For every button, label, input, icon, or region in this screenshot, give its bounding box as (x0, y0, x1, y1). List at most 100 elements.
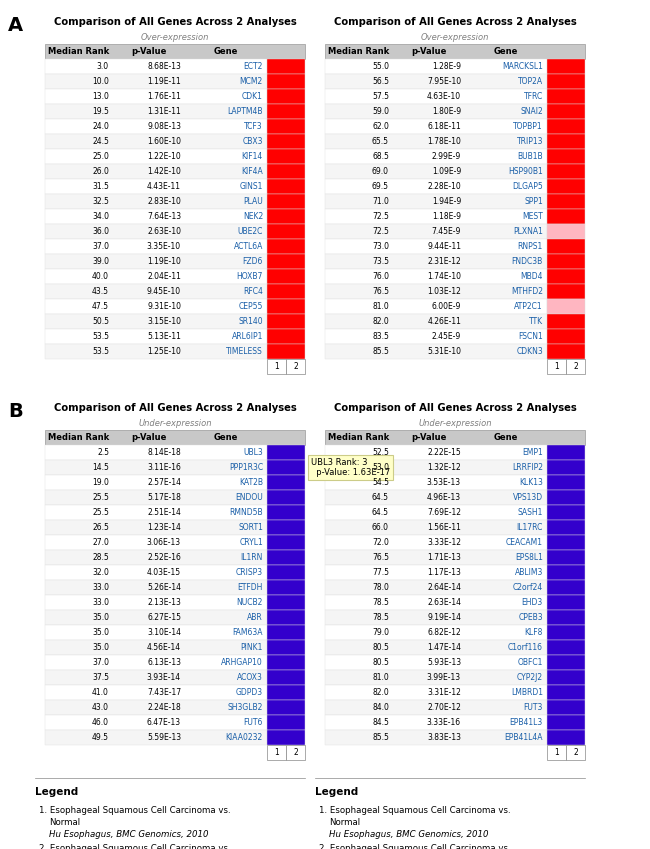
Text: KAT2B: KAT2B (239, 478, 263, 487)
Text: 3.33E-16: 3.33E-16 (427, 718, 461, 727)
Bar (267, 670, 305, 685)
Text: 2.83E-10: 2.83E-10 (147, 197, 181, 206)
Bar (325, 505, 547, 520)
Text: 9.19E-14: 9.19E-14 (427, 613, 461, 622)
Text: 1.22E-10: 1.22E-10 (148, 152, 181, 161)
Text: VPS13D: VPS13D (513, 493, 543, 502)
Bar (267, 344, 305, 359)
Text: GDPD3: GDPD3 (236, 688, 263, 697)
Text: 2.51E-14: 2.51E-14 (147, 508, 181, 517)
Text: LAPTM4B: LAPTM4B (227, 107, 263, 116)
Text: 1.71E-13: 1.71E-13 (427, 553, 461, 562)
Bar (45, 535, 267, 550)
Bar (547, 239, 585, 254)
Text: 3.10E-14: 3.10E-14 (147, 628, 181, 637)
Text: 64.5: 64.5 (372, 493, 389, 502)
Bar (267, 595, 305, 610)
Text: 34.0: 34.0 (92, 212, 109, 221)
Text: TOPBP1: TOPBP1 (514, 122, 543, 131)
Bar (547, 104, 585, 119)
Bar (45, 475, 267, 490)
Bar (267, 640, 305, 655)
Text: 2.28E-10: 2.28E-10 (427, 182, 461, 191)
Bar (325, 445, 547, 460)
Text: CYP2J2: CYP2J2 (517, 673, 543, 682)
Text: 25.5: 25.5 (92, 493, 109, 502)
Bar (547, 550, 585, 565)
Bar (325, 59, 547, 74)
Bar (45, 610, 267, 625)
Text: SPP1: SPP1 (525, 197, 543, 206)
Bar (267, 119, 305, 134)
Text: PLXNA1: PLXNA1 (513, 227, 543, 236)
Text: 39.0: 39.0 (92, 257, 109, 266)
Text: IL17RC: IL17RC (517, 523, 543, 532)
Text: EPS8L1: EPS8L1 (515, 553, 543, 562)
Bar (286, 359, 305, 374)
Text: RMND5B: RMND5B (229, 508, 263, 517)
Text: 1.19E-11: 1.19E-11 (148, 77, 181, 86)
Bar (325, 595, 547, 610)
Text: 1.42E-10: 1.42E-10 (147, 167, 181, 176)
Text: ECT2: ECT2 (244, 62, 263, 71)
Text: 7.69E-12: 7.69E-12 (427, 508, 461, 517)
Text: 1.32E-12: 1.32E-12 (427, 463, 461, 472)
Text: 2: 2 (293, 748, 298, 757)
Text: 1: 1 (554, 362, 559, 371)
Text: 62.0: 62.0 (372, 122, 389, 131)
Bar (45, 430, 305, 445)
Text: IL1RN: IL1RN (240, 553, 263, 562)
Bar (267, 359, 286, 374)
Text: TCF3: TCF3 (244, 122, 263, 131)
Text: 82.0: 82.0 (372, 688, 389, 697)
Bar (267, 314, 305, 329)
Text: Normal: Normal (329, 818, 360, 827)
Text: ETFDH: ETFDH (238, 583, 263, 592)
Text: 9.08E-13: 9.08E-13 (147, 122, 181, 131)
Text: 5.93E-13: 5.93E-13 (427, 658, 461, 667)
Text: 78.0: 78.0 (372, 583, 389, 592)
Text: 35.0: 35.0 (92, 613, 109, 622)
Bar (45, 685, 267, 700)
Text: 33.0: 33.0 (92, 598, 109, 607)
Text: 78.5: 78.5 (372, 613, 389, 622)
Bar (547, 715, 585, 730)
Text: 3.06E-13: 3.06E-13 (147, 538, 181, 547)
Bar (325, 430, 585, 445)
Text: NEK2: NEK2 (242, 212, 263, 221)
Text: FUT3: FUT3 (524, 703, 543, 712)
Text: 3.0: 3.0 (97, 62, 109, 71)
Bar (267, 329, 305, 344)
Text: PPP1R3C: PPP1R3C (229, 463, 263, 472)
Text: 49.5: 49.5 (92, 733, 109, 742)
Text: 68.5: 68.5 (372, 152, 389, 161)
Bar (547, 179, 585, 194)
Text: 73.0: 73.0 (372, 242, 389, 251)
Bar (325, 715, 547, 730)
Bar (267, 179, 305, 194)
Bar (45, 550, 267, 565)
Bar (45, 565, 267, 580)
Bar (45, 505, 267, 520)
Bar (267, 209, 305, 224)
Text: ACTL6A: ACTL6A (233, 242, 263, 251)
Bar (267, 535, 305, 550)
Bar (325, 269, 547, 284)
Text: 1.25E-10: 1.25E-10 (147, 347, 181, 356)
Bar (325, 490, 547, 505)
Text: 9.44E-11: 9.44E-11 (427, 242, 461, 251)
Text: 3.11E-16: 3.11E-16 (147, 463, 181, 472)
Bar (547, 359, 566, 374)
Text: 47.5: 47.5 (92, 302, 109, 311)
Bar (547, 149, 585, 164)
Bar (547, 505, 585, 520)
Text: 2: 2 (293, 362, 298, 371)
Text: 1: 1 (554, 748, 559, 757)
Bar (325, 730, 547, 745)
Text: PLAU: PLAU (243, 197, 263, 206)
Bar (45, 655, 267, 670)
Bar (45, 284, 267, 299)
Text: FUT6: FUT6 (244, 718, 263, 727)
Text: 3.53E-13: 3.53E-13 (427, 478, 461, 487)
Text: Under-expression: Under-expression (418, 419, 492, 428)
